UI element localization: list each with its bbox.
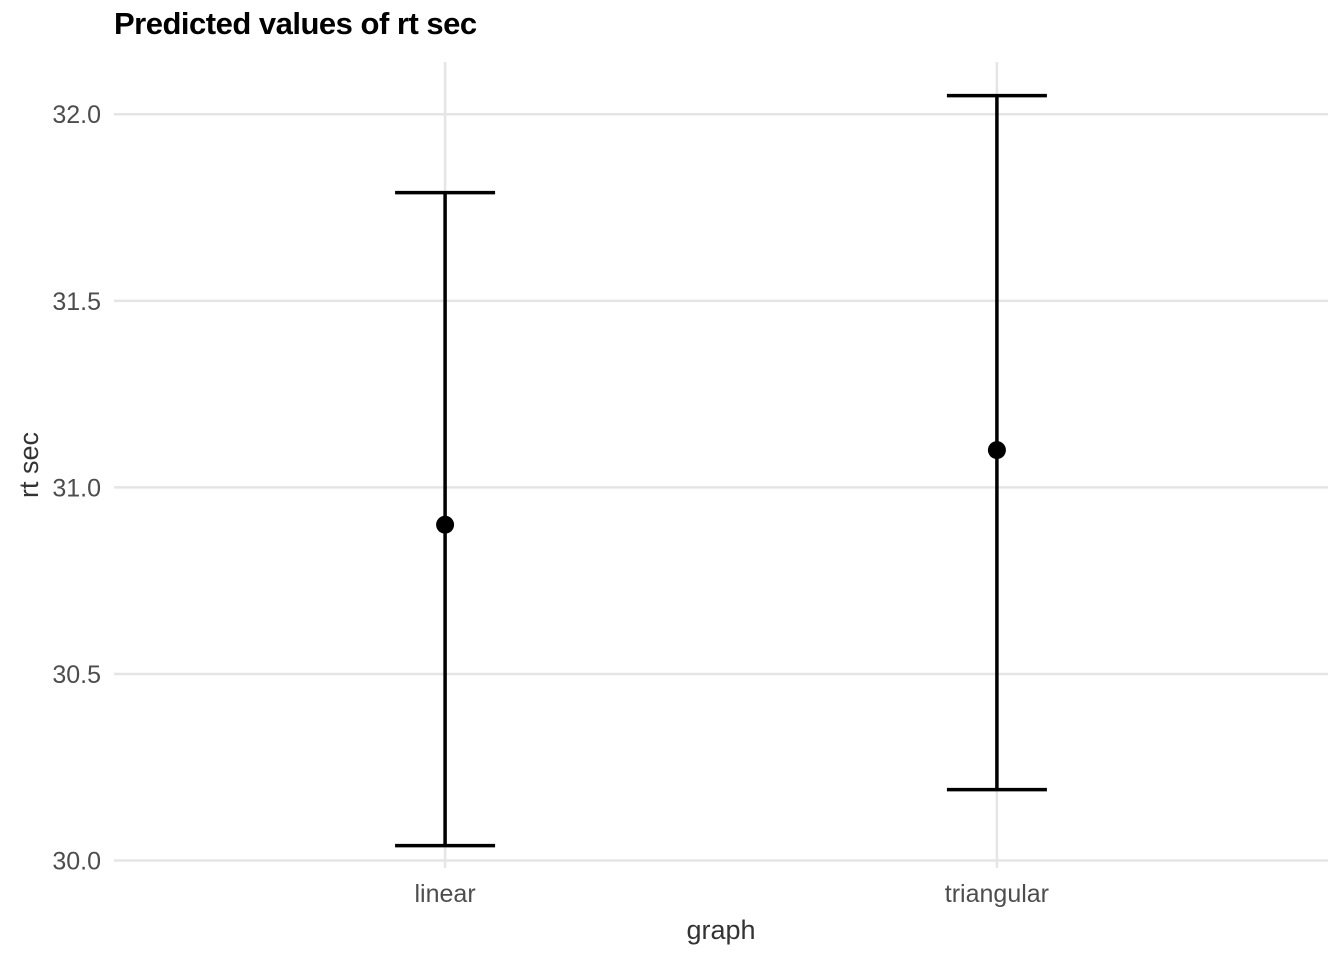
- y-tick-label: 31.5: [52, 288, 101, 316]
- y-tick-label: 31.0: [52, 474, 101, 502]
- y-tick-label: 30.5: [52, 661, 101, 689]
- y-tick-label: 30.0: [52, 848, 101, 876]
- labels-layer: 30.0 30.5 31.0 31.5 32.0 linear triangular grap…: [14, 101, 1049, 945]
- estimate-point: [987, 441, 1006, 460]
- estimate-point: [436, 515, 455, 534]
- grid-layer: [114, 62, 1328, 868]
- y-tick-label: 32.0: [52, 101, 101, 129]
- x-tick-label: linear: [415, 880, 476, 908]
- x-axis-title: graph: [686, 915, 755, 945]
- x-tick-label: triangular: [945, 880, 1049, 908]
- marks-layer: [395, 93, 1047, 848]
- y-axis-title: rt sec: [14, 432, 44, 498]
- chart-title: Predicted values of rt sec: [114, 6, 477, 41]
